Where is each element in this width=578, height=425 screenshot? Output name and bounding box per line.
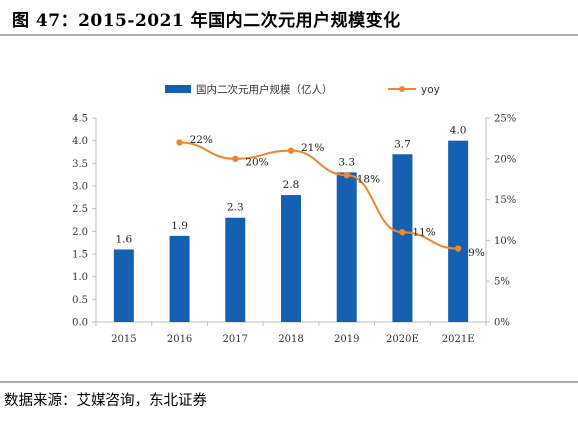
y-left-tick-label: 0.5: [72, 295, 88, 306]
x-tick-label: 2015: [111, 334, 136, 345]
yoy-line: [176, 139, 462, 252]
y-left-tick-label: 1.0: [72, 272, 88, 283]
y-left-tick-label: 2.5: [72, 204, 88, 215]
yoy-point: [454, 245, 462, 252]
bar: [448, 140, 469, 322]
yoy-value-label: 11%: [412, 227, 435, 239]
bar-value-label: 4.0: [450, 125, 467, 137]
bar-value-label: 1.9: [171, 220, 188, 232]
source-divider: [0, 381, 578, 383]
legend: 国内二次元用户规模（亿人） yoy: [165, 83, 440, 96]
bar-value-label: 2.3: [227, 202, 244, 214]
x-tick-label: 2016: [167, 334, 192, 345]
legend-line-marker: [399, 86, 405, 92]
y-left-tick-label: 4.5: [72, 114, 88, 125]
bar: [169, 235, 190, 322]
yoy-value-label: 21%: [301, 142, 324, 154]
bar: [225, 217, 246, 322]
yoy-point: [287, 147, 295, 154]
yoy-value-label: 20%: [245, 156, 268, 168]
bar: [392, 154, 413, 322]
legend-line-label: yoy: [421, 84, 440, 96]
axes: 0.0 0.5 1.0 1.5 2.0 2.5 3.0 3.5 4.0 4.5 0% 5% 10% 15%…: [72, 114, 516, 346]
source-note: 数据来源：艾媒咨询，东北证券: [4, 393, 207, 409]
bar: [281, 195, 301, 322]
yoy-value-label: 9%: [468, 247, 485, 259]
yoy-point: [176, 139, 183, 146]
yoy-point: [399, 229, 406, 236]
chart-title: 图 47：2015-2021 年国内二次元用户规模变化: [12, 11, 401, 31]
bar-value-label: 3.3: [338, 156, 355, 168]
y-right-tick-label: 25%: [494, 114, 516, 125]
x-tick-label: 2018: [278, 334, 303, 345]
y-right-tick-label: 15%: [494, 195, 516, 206]
y-left-tick-label: 3.0: [72, 182, 88, 193]
y-right-tick-label: 0%: [494, 318, 510, 329]
yoy-value-label: 18%: [357, 174, 380, 186]
y-left-tick-label: 1.5: [72, 250, 88, 261]
title-divider: [0, 34, 578, 36]
x-tick-label: 2021E: [442, 334, 475, 345]
bar-value-label: 2.8: [283, 179, 300, 191]
y-left-tick-label: 0.0: [72, 318, 88, 329]
y-right-tick-label: 5%: [494, 277, 510, 288]
bar-value-label: 3.7: [394, 138, 411, 150]
bar: [113, 249, 134, 322]
yoy-value-label: 22%: [190, 134, 213, 146]
yoy-point: [232, 155, 239, 162]
bar-value-label: 1.6: [116, 233, 133, 245]
y-left-tick-label: 2.0: [72, 227, 88, 238]
yoy-series-line: [179, 141, 459, 250]
bar: [336, 172, 357, 322]
yoy-point: [343, 171, 350, 179]
y-right-tick-label: 20%: [494, 154, 516, 165]
x-tick-label: 2017: [223, 334, 248, 345]
bars: [113, 140, 469, 322]
y-right-tick-label: 10%: [494, 236, 516, 247]
x-tick-label: 2020E: [386, 334, 419, 345]
data-labels: 1.6 1.9 2.3 2.8 3.3 3.7 4.0 22% 20% 21% 18% 11% 9%: [116, 125, 485, 259]
y-left-tick-label: 4.0: [72, 136, 88, 147]
legend-bar-swatch: [165, 85, 191, 93]
y-left-tick-label: 3.5: [72, 159, 88, 170]
legend-bar-label: 国内二次元用户规模（亿人）: [196, 83, 333, 96]
x-tick-label: 2019: [334, 334, 359, 345]
